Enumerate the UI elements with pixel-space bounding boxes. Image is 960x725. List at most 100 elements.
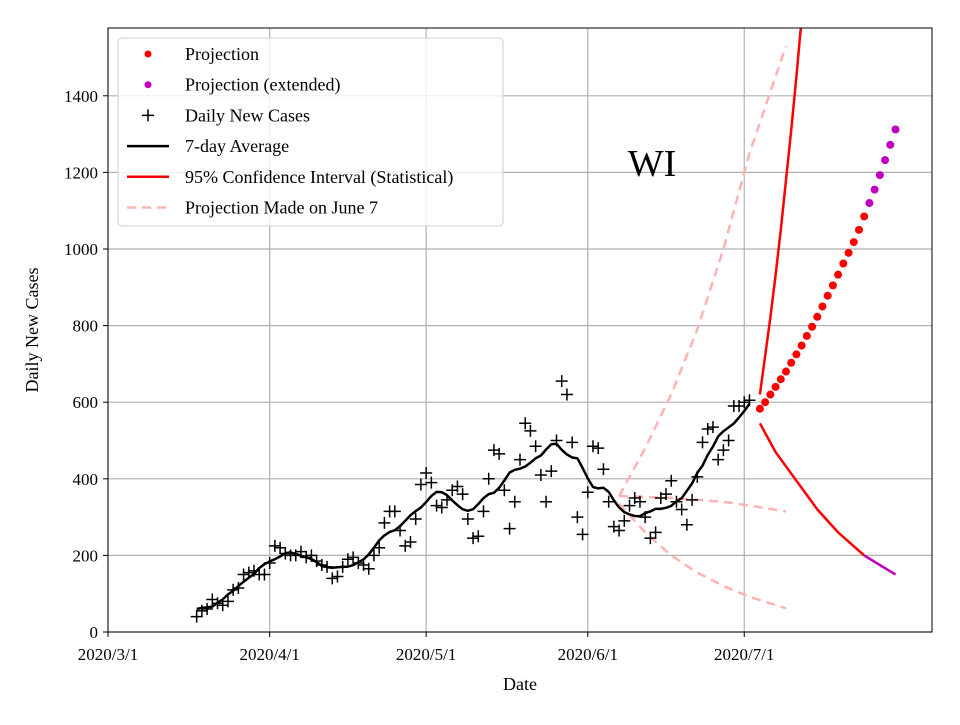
projection-point [766,390,775,399]
daily-cases-point [660,488,673,501]
projection-extended-point [870,185,879,194]
projection-point [781,367,790,376]
daily-cases-point [696,436,709,449]
projection-point [844,248,853,257]
y-tick-label: 600 [73,393,99,412]
daily-cases-point [649,526,662,539]
projection-extended-point [875,171,884,180]
projection-point [839,259,848,268]
daily-cases-point [623,499,636,512]
projection-point [834,270,843,279]
projection-point [755,404,764,413]
legend-label: Projection Made on June 7 [185,198,378,218]
daily-cases-point [388,505,401,518]
projection-point [792,350,801,359]
daily-cases-point [534,468,547,481]
daily-cases-point [644,532,657,545]
x-axis-label: Date [503,674,537,694]
legend-box [117,37,504,227]
y-tick-label: 1400 [64,87,98,106]
daily-cases-point [602,495,615,508]
daily-cases-point [258,568,271,581]
projection-point [828,281,837,290]
y-tick-label: 0 [90,623,99,642]
daily-cases-point [587,440,600,453]
daily-cases-point [566,436,579,449]
daily-cases-point [722,434,735,447]
daily-cases-point [456,488,469,501]
plot-series [190,28,900,623]
ci-lower-extended-line [863,554,897,576]
daily-cases-point [190,610,203,623]
daily-cases-point [274,541,287,554]
projection-point [854,225,863,234]
daily-cases-point [367,549,380,562]
x-tick-label: 2020/4/1 [239,645,299,664]
daily-cases-point [498,484,511,497]
legend-marker-dot [144,50,152,58]
projection-point [797,341,806,350]
ticks: 2020/3/1 2020/4/1 2020/5/1 2020/6/1 2020/7/1… [64,87,774,664]
daily-cases-point [331,570,344,583]
daily-cases-point [362,562,375,575]
legend-marker-dot [144,81,152,89]
projection-point [771,382,780,391]
daily-cases-point [472,530,485,543]
june7-projection-upper-line [618,45,788,497]
daily-cases-point [420,467,433,480]
daily-cases-point [503,522,516,535]
y-tick-label: 1200 [64,163,98,182]
daily-cases-point [529,440,542,453]
daily-cases-point [686,493,699,506]
daily-cases-point [680,518,693,531]
daily-cases-point [519,417,532,430]
daily-cases-point [613,524,626,537]
daily-cases-point [493,447,506,460]
daily-cases-point [430,499,443,512]
legend-marker-plus [142,109,154,122]
x-tick-label: 2020/5/1 [396,645,456,664]
daily-cases-point [514,453,526,466]
projection-point [823,291,832,300]
legend-label: Daily New Cases [185,105,310,125]
ci-upper-line [758,28,803,395]
legend-label: 7-day Average [185,136,289,156]
ci-lower-line [758,422,866,557]
daily-cases-point [451,480,464,493]
daily-cases-point [341,553,354,566]
projection-extended-point [865,199,874,208]
x-tick-label: 2020/3/1 [78,645,138,664]
legend-label: Projection [185,44,259,64]
legend-label: Projection (extended) [185,75,340,96]
y-tick-label: 400 [73,470,99,489]
daily-cases-point [409,513,422,526]
chart-annotation: WI [628,143,677,185]
june7-projection-lower-line [618,502,787,610]
daily-cases-point [461,513,474,526]
daily-cases-point [347,551,360,564]
projection-point [776,375,785,384]
daily-cases-point [508,495,521,508]
y-tick-label: 800 [73,317,99,336]
daily-cases-point [701,423,714,436]
projection-extended-point [886,140,895,149]
daily-cases-point [326,572,339,585]
daily-cases-point [545,465,558,478]
daily-cases-point [237,568,250,581]
projection-point [849,238,858,247]
projection-extended-point [881,156,890,165]
daily-cases-point [467,532,480,545]
plot-frame [107,27,933,633]
daily-cases-point [477,505,490,518]
projection-extended-point [891,125,900,134]
daily-cases-point [540,495,553,508]
daily-cases-point [560,388,573,401]
daily-cases-point [675,503,688,516]
legend-label: 95% Confidence Interval (Statistical) [185,167,453,188]
projection-point [808,322,817,331]
legend: Projection Projection (extended) Daily New… [117,37,504,227]
daily-cases-point [706,421,719,434]
series [190,28,900,623]
daily-cases-point [581,486,594,499]
projection-point [761,398,770,407]
